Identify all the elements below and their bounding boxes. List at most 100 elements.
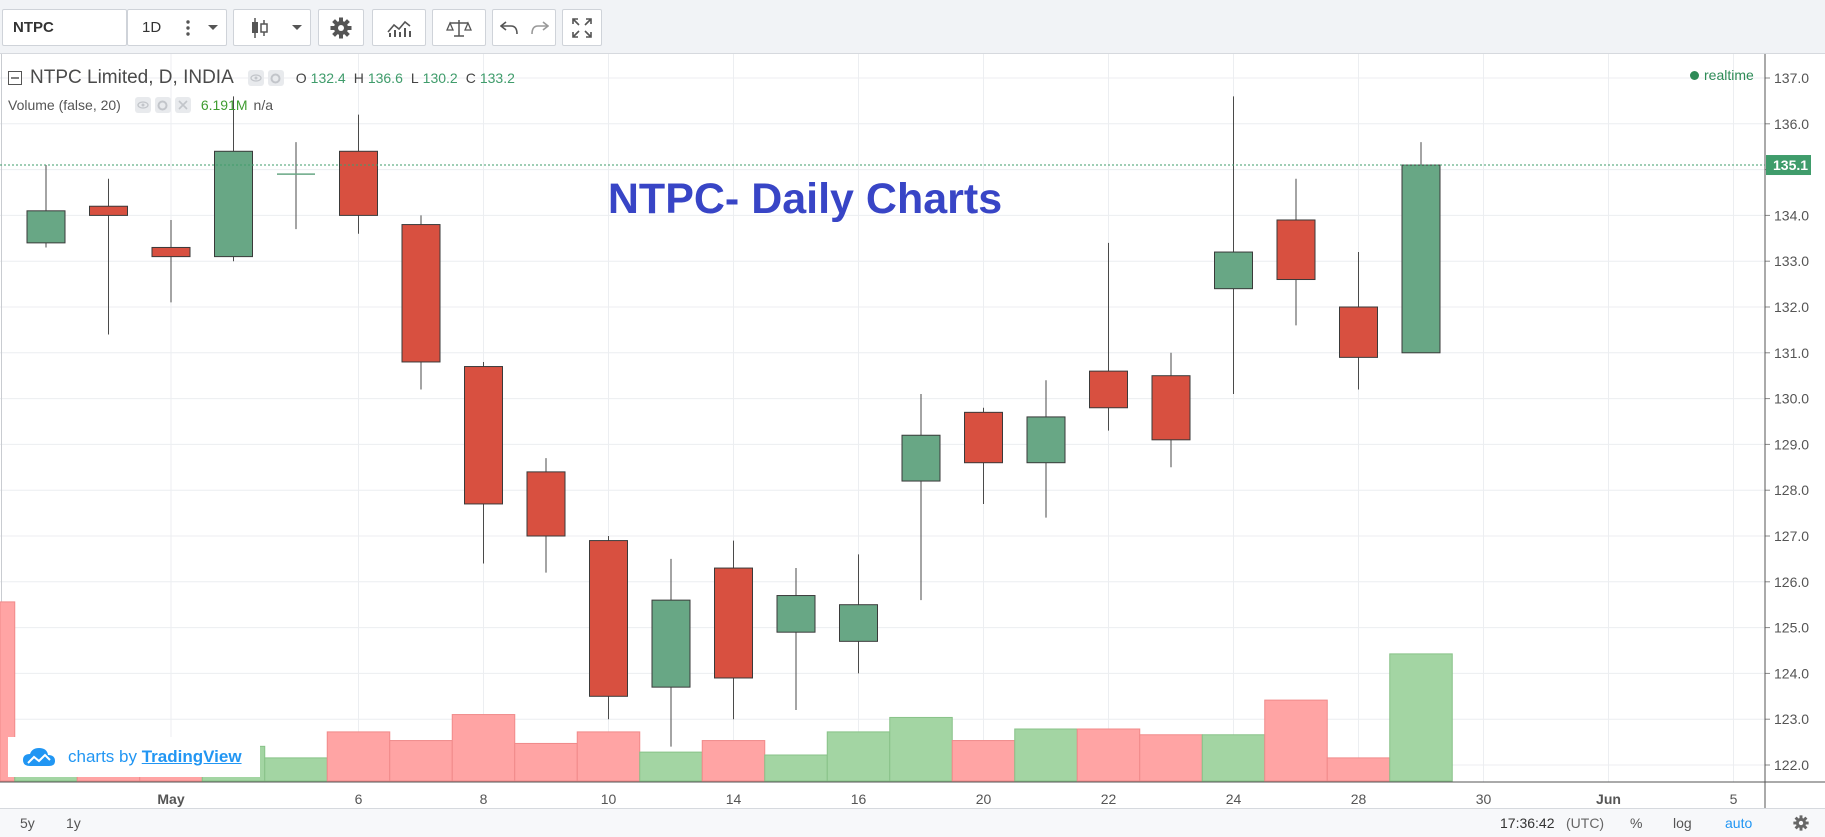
volume-bar [264, 757, 328, 782]
candle-body [651, 599, 691, 688]
candle-body [1401, 164, 1441, 354]
chart-heading: NTPC- Daily Charts [607, 175, 1003, 223]
y-tick-label: 122.0 [1774, 757, 1809, 773]
volume-bar [1389, 653, 1453, 782]
candles [26, 96, 1441, 747]
bottom-bar: 5y 1y 17:36:42 (UTC) % log auto [0, 808, 1825, 837]
range-1y-button[interactable]: 1y [66, 815, 81, 831]
volume-bar [514, 742, 578, 782]
y-tick-label: 128.0 [1774, 482, 1809, 498]
gear-icon[interactable] [1793, 815, 1809, 834]
range-5y-button[interactable]: 5y [20, 815, 35, 831]
last-price-badge [1766, 155, 1811, 176]
tradingview-link[interactable]: TradingView [141, 747, 242, 766]
candle-body [714, 567, 753, 679]
chevron-down-icon[interactable] [284, 10, 310, 45]
volume-value: 6.191M [200, 97, 248, 113]
volume-extra: n/a [253, 97, 274, 113]
volume-bar [639, 751, 703, 782]
eye-icon[interactable] [247, 70, 264, 86]
volume-bar [1201, 734, 1266, 782]
more-vertical-icon[interactable] [176, 10, 200, 45]
candle [589, 536, 628, 720]
candle [1276, 178, 1316, 326]
x-tick-label: 28 [1351, 791, 1367, 807]
volume-bar [1076, 728, 1141, 782]
candle [1026, 380, 1066, 518]
percent-toggle[interactable]: % [1630, 815, 1643, 831]
settings-button[interactable] [318, 9, 364, 46]
candle-body [26, 210, 66, 244]
candlestick-icon [244, 10, 274, 45]
status-dot-icon [1690, 70, 1699, 80]
candle [651, 558, 691, 747]
x-tick-label: 8 [480, 791, 488, 807]
x-tick-label: 10 [601, 791, 617, 807]
y-tick-label: 129.0 [1774, 436, 1809, 452]
y-tick-label: 125.0 [1774, 620, 1809, 636]
chart-grid [0, 54, 1765, 782]
tradingview-watermark[interactable]: charts by TradingView [8, 737, 260, 777]
volume-bar [576, 731, 641, 782]
y-tick-label: 124.0 [1774, 665, 1809, 681]
candle-body [1276, 219, 1316, 281]
chevron-down-icon[interactable] [200, 10, 226, 45]
close-icon[interactable] [174, 97, 191, 113]
auto-toggle[interactable]: auto [1725, 815, 1753, 831]
symbol-text: NTPC [13, 19, 54, 36]
candle [26, 165, 66, 248]
price-axis[interactable]: 122.0 123.0 124.0 125.0 126.0 127.0 128.0 129.0… [0, 54, 1811, 808]
candle [464, 361, 503, 564]
eye-icon[interactable] [134, 97, 151, 113]
interval-text: 1D [142, 19, 162, 36]
volume-bar [951, 740, 1016, 782]
ohlc-low-value: 130.2 [422, 70, 458, 86]
candle [401, 215, 441, 390]
clock-time: 17:36:42 [1500, 815, 1555, 831]
x-tick-label: 20 [976, 791, 992, 807]
clock-timezone[interactable]: (UTC) [1566, 815, 1605, 831]
volume-bar [1014, 728, 1078, 782]
volume-bars [0, 601, 1453, 782]
indicators-button[interactable] [372, 9, 426, 46]
volume-bar [889, 716, 953, 782]
candle-body [964, 411, 1003, 464]
ohlc-close-key: C [465, 70, 476, 86]
log-toggle[interactable]: log [1673, 815, 1692, 831]
chart-style-button[interactable] [233, 9, 311, 46]
collapse-icon[interactable] [8, 71, 22, 85]
y-tick-label: 127.0 [1774, 528, 1809, 544]
watermark-text: charts by TradingView [68, 747, 242, 767]
compare-button[interactable] [432, 9, 486, 46]
volume-bar [701, 740, 766, 782]
candle-body [1151, 375, 1191, 441]
scales-icon [433, 10, 485, 45]
time-axis[interactable]: May 6 8 10 14 16 20 22 24 28 30 Jun 5 [0, 781, 1825, 807]
gear-icon[interactable] [154, 97, 171, 113]
candle [526, 458, 566, 573]
undo-icon[interactable] [493, 10, 525, 45]
candle-body [901, 434, 941, 482]
candle [214, 96, 253, 262]
last-price-label: 135.1 [1773, 157, 1808, 173]
candle-body [1026, 416, 1066, 464]
volume-bar [1139, 734, 1203, 782]
symbol-search-input[interactable]: NTPC [2, 9, 127, 46]
y-tick-label: 131.0 [1774, 345, 1809, 361]
candle [964, 407, 1003, 504]
price-chart[interactable]: 122.0 123.0 124.0 125.0 126.0 127.0 128.0 129.0… [0, 54, 1825, 808]
ohlc-open-value: 132.4 [310, 70, 346, 86]
y-tick-label: 134.0 [1774, 207, 1809, 223]
volume-bar [1326, 757, 1391, 782]
interval-selector[interactable]: 1D [127, 9, 227, 46]
fullscreen-icon [563, 10, 601, 45]
candle-body [464, 366, 503, 505]
gear-icon[interactable] [267, 70, 284, 86]
fullscreen-button[interactable] [562, 9, 602, 46]
candle-body [339, 150, 378, 216]
cloud-icon [22, 746, 56, 768]
candle [1339, 252, 1378, 390]
redo-icon[interactable] [525, 10, 555, 45]
candle-body [526, 471, 566, 537]
ohlc-high-value: 136.6 [367, 70, 403, 86]
